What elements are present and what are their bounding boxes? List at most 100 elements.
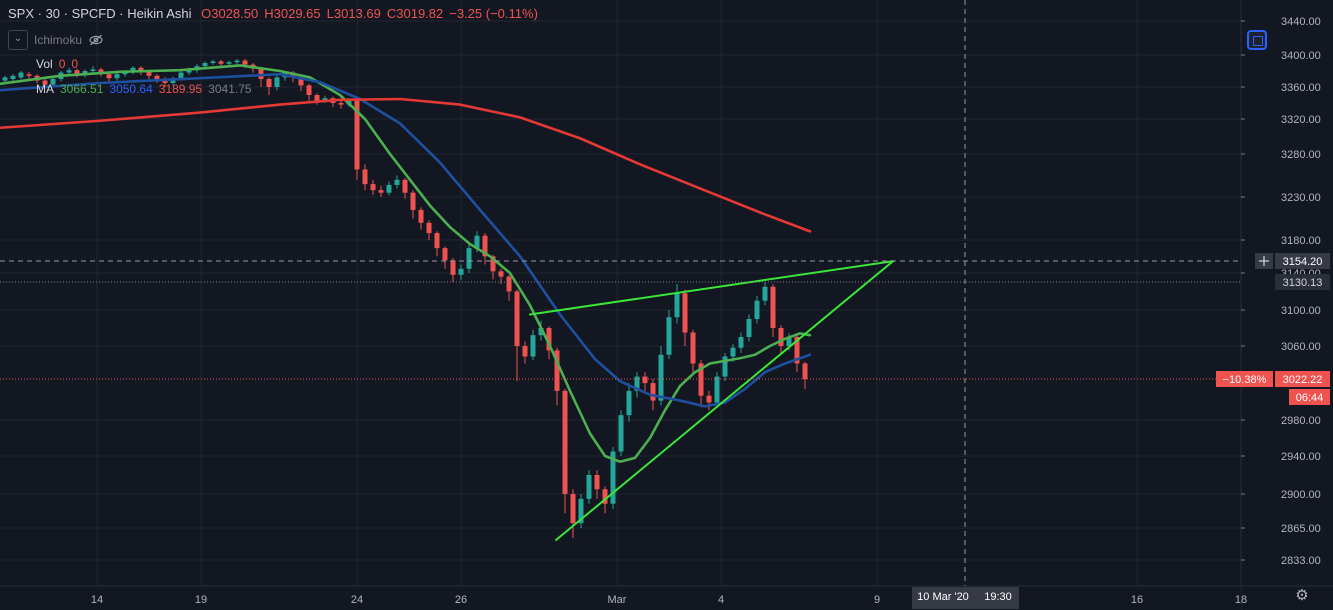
candle-body [50, 79, 56, 85]
last-change-label: −10.38% [1223, 374, 1267, 386]
candle-body [514, 291, 520, 346]
candle-body [42, 80, 48, 85]
price-tick-label: 3360.00 [1281, 82, 1321, 94]
candle-body [754, 300, 760, 319]
candle-body [106, 74, 112, 79]
trendline-3[interactable] [529, 260, 894, 316]
price-tick-label: 3100.00 [1281, 305, 1321, 317]
price-tick-label: 3060.00 [1281, 341, 1321, 353]
candle-body [802, 363, 808, 380]
candle-body [242, 60, 248, 65]
ma-value-2: 3050.64 [109, 82, 153, 96]
candle-body [794, 337, 800, 364]
time-tick-label: 26 [455, 594, 467, 606]
chart-header: SPX · 30 · SPCFD · Heikin Ashi O3028.50 H… [8, 6, 544, 21]
time-tick-label: 9 [874, 594, 880, 606]
countdown-label: 06:44 [1296, 392, 1324, 404]
candle-body [386, 184, 392, 193]
candle-body [26, 74, 32, 76]
candle-body [178, 72, 184, 79]
candle-body [130, 67, 136, 72]
candle-body [82, 71, 88, 75]
ma-value-4: 3041.75 [208, 82, 252, 96]
price-tick-label: 3320.00 [1281, 114, 1321, 126]
candle-body [354, 99, 360, 170]
price-tick-label: 3440.00 [1281, 16, 1321, 28]
candle-body [410, 192, 416, 210]
candle-body [594, 475, 600, 490]
candle-body [186, 70, 192, 73]
crosshair-time-label: 19:30 [984, 591, 1012, 603]
gear-icon[interactable]: ⚙ [1295, 587, 1309, 604]
candle-body [674, 293, 680, 318]
candle-body [602, 489, 608, 504]
candle-body [658, 354, 664, 401]
candle-body [506, 276, 512, 292]
candle-body [146, 71, 152, 76]
candle-body [266, 79, 272, 87]
price-axis[interactable] [1241, 0, 1333, 610]
vol-label[interactable]: Vol [36, 57, 53, 71]
change-value: −3.25 (−0.11%) [449, 6, 538, 21]
candle-body [314, 95, 320, 101]
countdown-bg [1289, 389, 1330, 405]
candle-body [666, 317, 672, 355]
crosshair-time-bg [912, 587, 1019, 609]
price-tick-label: 3400.00 [1281, 50, 1321, 62]
candle-body [466, 248, 472, 269]
candle-body [722, 356, 728, 377]
candle-body [498, 271, 504, 277]
open-value: O3028.50 [201, 6, 259, 21]
ohlc-values: O3028.50 H3029.65 L3013.69 C3019.82 −3.25 (−… [201, 6, 544, 21]
candle-body [578, 498, 584, 524]
high-price-label: 3130.13 [1283, 277, 1323, 289]
candle-body [306, 85, 312, 95]
time-tick-label: 4 [718, 594, 724, 606]
ma-line-1[interactable] [0, 72, 812, 408]
candle-body [202, 63, 208, 67]
ma-value-3: 3189.95 [158, 82, 203, 96]
candle-body [458, 268, 464, 275]
ma-label[interactable]: MA [36, 82, 54, 96]
candle-body [610, 451, 616, 504]
trendline-4[interactable] [555, 260, 894, 541]
candle-body [442, 248, 448, 261]
ma-line-0[interactable] [0, 64, 812, 463]
candle-body [586, 475, 592, 499]
candle-body [762, 286, 768, 301]
eye-off-icon[interactable] [88, 32, 104, 48]
crosshair-price-label-bg [1275, 253, 1330, 269]
candle-body [690, 332, 696, 364]
time-tick-label: 19 [195, 594, 207, 606]
candle-body [650, 383, 656, 401]
candle-body [394, 179, 400, 185]
ma-line-2[interactable] [0, 97, 812, 233]
price-tick-label: 3230.00 [1281, 192, 1321, 204]
ichimoku-label[interactable]: Ichimoku [34, 33, 83, 47]
candle-body [714, 376, 720, 403]
candle-body [482, 235, 488, 257]
candle-body [546, 328, 552, 351]
candle-body [554, 350, 560, 391]
time-tick-label: 14 [91, 594, 103, 606]
time-tick-label: Mar [608, 594, 627, 606]
chevron-down-icon[interactable]: ⌄ [8, 30, 28, 50]
candle-body [778, 328, 784, 346]
candle-body [634, 376, 640, 391]
candle-body [490, 256, 496, 272]
high-price-label-bg [1275, 274, 1330, 290]
symbol-label[interactable]: SPX · 30 · SPCFD · Heikin Ashi [8, 6, 192, 21]
candle-body [746, 319, 752, 337]
candle-body [90, 69, 96, 71]
ma-legend: MA 3066.51 3050.64 3189.95 3041.75 [8, 82, 258, 96]
candle-body [338, 103, 344, 105]
candle-body [682, 293, 688, 333]
candle-body [274, 77, 280, 87]
candle-body [434, 233, 440, 249]
candle-body [66, 70, 72, 73]
candle-body [154, 75, 160, 79]
candle-body [2, 77, 8, 81]
screen-icon[interactable] [1247, 30, 1267, 50]
